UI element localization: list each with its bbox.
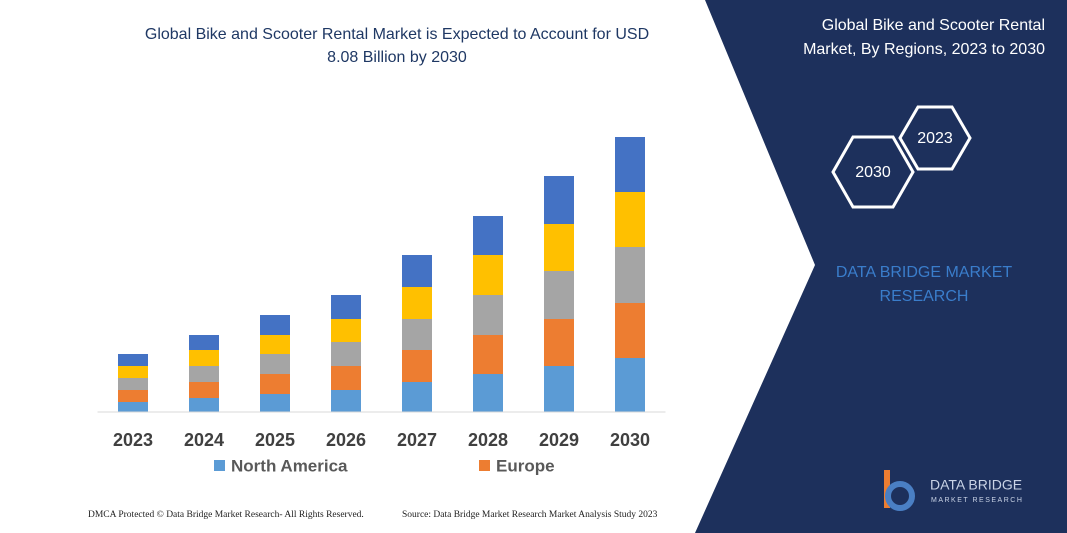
bar-segment: [615, 247, 645, 303]
bar-segment: [260, 394, 290, 412]
bar-segment: [402, 319, 432, 350]
bar-segment: [331, 295, 361, 319]
bar-segment: [402, 382, 432, 412]
x-tick-label: 2028: [468, 430, 508, 450]
bar-segment: [544, 224, 574, 271]
bar-segment: [331, 342, 361, 366]
bar-segment: [615, 358, 645, 412]
bar-segment: [118, 378, 148, 390]
bar-segment: [615, 192, 645, 247]
hexagon-label: 2023: [917, 130, 953, 147]
x-tick-label: 2026: [326, 430, 366, 450]
bar-segment: [331, 319, 361, 342]
legend-label: North America: [231, 456, 348, 475]
bar-segment: [189, 366, 219, 382]
bar-segment: [260, 374, 290, 394]
bar-segment: [402, 255, 432, 287]
side-panel: [695, 0, 1067, 533]
bar-segment: [118, 390, 148, 402]
bar-segment: [118, 402, 148, 412]
x-tick-label: 2027: [397, 430, 437, 450]
bar-segment: [544, 319, 574, 366]
logo-text: DATA BRIDGE: [930, 477, 1022, 493]
hexagon: [898, 105, 972, 171]
bar-segment: [118, 366, 148, 378]
bar-segment: [331, 366, 361, 390]
bar-segment: [615, 137, 645, 192]
bar-segment: [615, 303, 645, 358]
bar-segment: [260, 354, 290, 374]
bar-segment: [473, 335, 503, 374]
x-tick-label: 2025: [255, 430, 295, 450]
bar-segment: [544, 271, 574, 319]
bar-segment: [189, 398, 219, 412]
bar-segment: [473, 295, 503, 335]
bar-segment: [473, 255, 503, 295]
bar-segment: [331, 390, 361, 412]
bar-segment: [260, 315, 290, 335]
bar-segment: [473, 374, 503, 412]
bar-segment: [189, 382, 219, 398]
x-tick-label: 2024: [184, 430, 224, 450]
legend-label: Europe: [496, 456, 555, 475]
logo: DATA BRIDGE MARKET RESEARCH: [884, 470, 1023, 511]
hexagon-label: 2030: [855, 164, 891, 181]
legend-swatch: [214, 460, 225, 471]
logo-icon: [885, 481, 915, 511]
bar-segment: [118, 354, 148, 366]
legend-swatch: [479, 460, 490, 471]
x-tick-label: 2030: [610, 430, 650, 450]
bar-segment: [189, 335, 219, 350]
logo-subtext: MARKET RESEARCH: [931, 497, 1023, 504]
x-tick-label: 2023: [113, 430, 153, 450]
footer-left: DMCA Protected © Data Bridge Market Rese…: [88, 509, 364, 520]
bar-segment: [544, 366, 574, 412]
panel-title: Market, By Regions, 2023 to 2030: [803, 41, 1045, 58]
brand-text: RESEARCH: [880, 288, 969, 305]
x-tick-label: 2029: [539, 430, 579, 450]
brand-text: DATA BRIDGE MARKET: [836, 264, 1013, 281]
bar-segment: [544, 176, 574, 224]
chart-title: Global Bike and Scooter Rental Market is…: [145, 26, 649, 43]
hexagon: [831, 135, 915, 209]
bar-segment: [402, 287, 432, 319]
bar-segment: [402, 350, 432, 382]
footer-right: Source: Data Bridge Market Research Mark…: [402, 510, 658, 520]
panel-title: Global Bike and Scooter Rental: [822, 17, 1045, 34]
bar-segment: [473, 216, 503, 255]
bar-segment: [260, 335, 290, 354]
chart-title: 8.08 Billion by 2030: [327, 49, 467, 66]
bar-segment: [189, 350, 219, 366]
